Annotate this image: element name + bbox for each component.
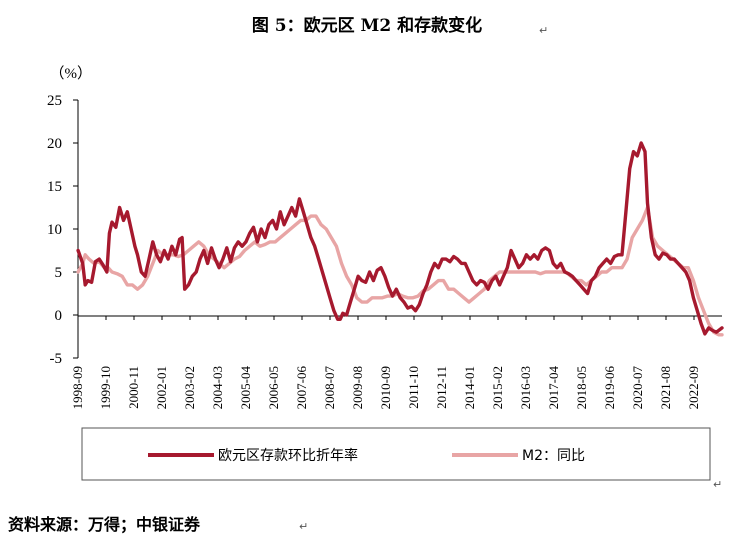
x-tick-label: 2022-09 [686, 366, 701, 409]
x-tick-label: 2016-03 [518, 366, 533, 409]
paragraph-mark-icon: ↵ [713, 478, 722, 491]
x-tick-label: 2002-01 [154, 366, 169, 409]
x-tick-label: 2000-11 [126, 366, 141, 409]
paragraph-mark-icon: ↵ [539, 24, 548, 37]
x-tick-label: 2015-02 [490, 366, 505, 409]
series-line-deposits [76, 141, 724, 336]
x-tick-label: 2017-04 [546, 366, 561, 410]
x-tick-label: 2012-11 [434, 366, 449, 409]
y-tick-label: 5 [55, 265, 63, 281]
x-tick-label: 2020-07 [630, 366, 645, 410]
y-axis-unit-label: （%） [50, 65, 93, 82]
x-tick-label: 2008-07 [322, 366, 337, 410]
x-tick-label: 2019-06 [602, 366, 617, 410]
y-tick-label: 0 [55, 308, 63, 324]
paragraph-mark-icon: ↵ [299, 520, 308, 533]
source-note: 资料来源：万得；中银证券 [8, 515, 201, 534]
x-tick-label: 2007-06 [294, 366, 309, 410]
legend-box [81, 427, 711, 481]
plot-area [76, 141, 724, 337]
x-tick-label: 2004-03 [210, 366, 225, 409]
y-tick-label: 25 [47, 93, 62, 109]
x-tick-label: 2018-05 [574, 366, 589, 409]
x-tick-label: 2021-08 [658, 366, 673, 409]
x-tick-label: 2011-10 [406, 366, 421, 409]
x-tick-label: 2006-05 [266, 366, 281, 409]
legend-label-m2: M2：同比 [522, 448, 585, 464]
y-tick-label: -5 [50, 351, 63, 367]
x-tick-label: 1999-10 [98, 366, 113, 409]
y-tick-label: 15 [47, 179, 62, 195]
x-tick-label: 1998-09 [70, 366, 85, 409]
x-axis: 1998-09 1999-10 2000-11 2002-01 2003-02 2004-… [70, 315, 722, 410]
y-axis: 25 20 15 10 5 0 -5 [47, 93, 79, 367]
chart-title: 图 5：欧元区 M2 和存款变化 [252, 15, 482, 36]
x-tick-label: 2010-09 [378, 366, 393, 409]
y-tick-label: 20 [47, 136, 62, 152]
x-tick-label: 2003-02 [182, 366, 197, 409]
legend-label-deposits: 欧元区存款环比折年率 [218, 447, 358, 464]
x-tick-label: 2005-04 [238, 366, 253, 410]
y-tick-label: 10 [47, 222, 62, 238]
x-tick-label: 2009-08 [350, 366, 365, 409]
x-tick-label: 2014-01 [462, 366, 477, 409]
